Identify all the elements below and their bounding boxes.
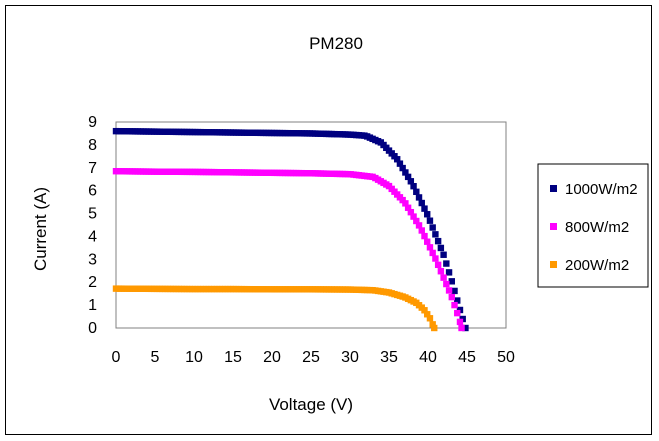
y-tick-label: 2 [88, 274, 97, 291]
data-point [402, 200, 409, 207]
x-tick-label: 20 [263, 349, 281, 366]
data-point [418, 227, 425, 234]
y-tick-label: 1 [88, 297, 97, 314]
data-point [462, 324, 469, 332]
y-tick-label: 8 [88, 137, 97, 154]
data-point [448, 278, 455, 285]
y-tick-label: 9 [88, 114, 97, 131]
y-tick-label: 0 [88, 320, 97, 337]
data-point [445, 287, 453, 294]
data-point [415, 194, 423, 201]
data-point [421, 232, 428, 240]
legend-swatch [550, 261, 557, 268]
x-axis-ticks: 0 5 10 15 20 25 30 35 40 45 50 [112, 349, 515, 366]
series-2 [112, 285, 438, 332]
legend-swatch [550, 185, 557, 192]
data-point [426, 217, 434, 224]
y-tick-label: 7 [88, 160, 97, 177]
data-point [434, 237, 442, 245]
y-tick-label: 6 [88, 183, 97, 200]
data-point [399, 164, 406, 172]
x-tick-label: 30 [341, 349, 359, 366]
data-point [451, 287, 458, 295]
data-point [443, 280, 450, 288]
data-point [399, 196, 406, 204]
data-point [432, 255, 439, 262]
data-point [432, 231, 439, 238]
data-point [456, 318, 464, 326]
data-point [424, 311, 431, 318]
data-point [404, 204, 412, 211]
legend: 1000W/m2 800W/m2 200W/m2 [537, 163, 649, 288]
legend-label: 1000W/m2 [565, 181, 638, 198]
legend-label: 800W/m2 [565, 219, 629, 236]
data-point [424, 238, 431, 245]
x-tick-label: 35 [380, 349, 398, 366]
data-point [431, 324, 438, 332]
legend-swatch [550, 223, 557, 230]
data-point [440, 274, 447, 281]
x-tick-label: 15 [224, 349, 242, 366]
data-point [413, 217, 420, 225]
y-axis-ticks: 0 1 2 3 4 5 6 7 8 9 [88, 114, 97, 337]
data-point [437, 268, 445, 275]
data-point [407, 208, 415, 216]
data-point [451, 301, 458, 309]
y-tick-label: 3 [88, 251, 97, 268]
y-axis-title: Current (A) [31, 187, 50, 271]
data-point [437, 244, 445, 252]
data-point [410, 213, 417, 220]
data-point [429, 224, 436, 231]
series-0 [112, 127, 469, 332]
data-point [396, 160, 404, 167]
x-tick-label: 10 [185, 349, 203, 366]
x-tick-label: 5 [151, 349, 160, 366]
data-point [413, 188, 420, 196]
x-tick-label: 50 [497, 349, 515, 366]
data-point [454, 309, 461, 317]
data-point [429, 249, 436, 257]
data-point [458, 324, 465, 332]
data-point [421, 307, 428, 314]
data-point [407, 178, 415, 185]
data-point [434, 261, 442, 269]
series-layer [112, 127, 469, 332]
data-point [443, 260, 450, 267]
data-point [402, 169, 409, 176]
data-point [404, 173, 412, 181]
data-point [426, 244, 434, 251]
series-1 [112, 168, 465, 332]
data-point [424, 211, 431, 218]
data-point [426, 315, 434, 322]
data-point [421, 205, 428, 212]
x-axis-title: Voltage (V) [269, 395, 353, 414]
x-tick-label: 40 [419, 349, 437, 366]
data-point [393, 156, 401, 163]
data-point [418, 199, 425, 207]
x-tick-label: 0 [112, 349, 121, 366]
data-point [415, 222, 423, 229]
data-point [448, 293, 455, 301]
data-point [410, 183, 417, 190]
y-tick-label: 5 [88, 206, 97, 223]
plot-area [115, 121, 507, 329]
data-point [445, 269, 453, 276]
data-point [429, 321, 436, 328]
data-point [440, 251, 447, 258]
x-tick-label: 25 [302, 349, 320, 366]
chart-title: PM280 [309, 34, 363, 53]
legend-label: 200W/m2 [565, 257, 629, 274]
x-tick-label: 45 [458, 349, 476, 366]
data-point [454, 297, 461, 304]
y-tick-label: 4 [88, 228, 97, 245]
